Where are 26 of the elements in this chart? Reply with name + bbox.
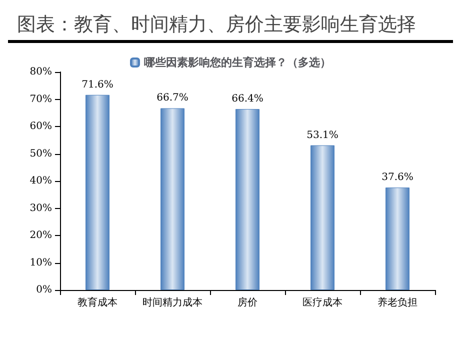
x-tick-label: 时间精力成本: [142, 296, 202, 308]
y-tick-label: 50%: [30, 148, 52, 160]
data-label: 37.6%: [382, 172, 414, 184]
x-tick-label: 教育成本: [78, 296, 118, 308]
y-tick-label: 60%: [30, 121, 52, 132]
x-tick-label: 医疗成本: [302, 296, 342, 308]
y-tick-label: 30%: [30, 202, 52, 214]
y-tick-label: 0%: [36, 284, 52, 296]
bar: [310, 145, 334, 290]
y-tick-label: 10%: [30, 257, 52, 268]
data-label: 66.7%: [156, 92, 188, 104]
bar: [236, 109, 260, 290]
legend-label: 哪些因素影响您的生育选择？（多选）: [144, 56, 331, 69]
bar: [386, 188, 410, 290]
y-tick-label: 70%: [30, 94, 52, 105]
y-tick-label: 80%: [30, 66, 52, 78]
data-label: 71.6%: [82, 79, 114, 90]
x-tick-label: 养老负担: [378, 296, 418, 308]
data-label: 53.1%: [306, 130, 338, 141]
bar: [86, 94, 110, 290]
data-label: 66.4%: [232, 94, 264, 105]
chart-title: 图表：教育、时间精力、房价主要影响生育选择: [17, 14, 416, 36]
bar: [160, 108, 184, 290]
y-tick-label: 20%: [30, 230, 52, 241]
x-tick-label: 房价: [238, 296, 258, 308]
y-tick-label: 40%: [30, 176, 52, 186]
